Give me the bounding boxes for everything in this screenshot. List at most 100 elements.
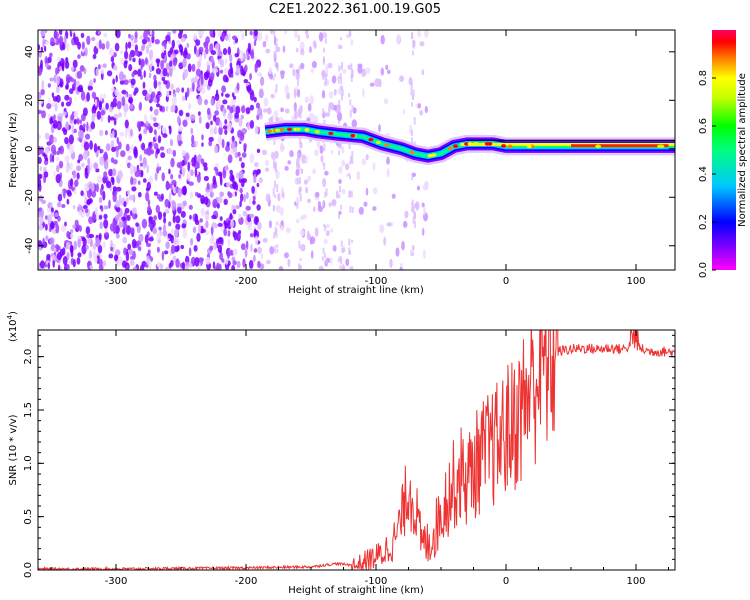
track-peak: [267, 129, 272, 134]
noise-speck: [57, 264, 61, 270]
noise-speck: [365, 187, 369, 196]
noise-speck: [70, 229, 74, 234]
noise-speck: [245, 240, 249, 250]
noise-speck: [315, 191, 320, 198]
noise-speck: [82, 107, 88, 117]
noise-speck: [156, 103, 161, 108]
noise-speck: [131, 186, 137, 192]
noise-speck: [62, 247, 66, 256]
noise-speck: [53, 136, 57, 143]
noise-speck: [143, 70, 146, 78]
noise-speck: [195, 192, 199, 197]
noise-speck: [59, 145, 65, 155]
noise-speck: [64, 221, 67, 227]
noise-speck: [140, 74, 143, 80]
noise-speck: [108, 199, 111, 209]
snr-xlabel: Height of straight line (km): [288, 585, 424, 596]
noise-speck: [215, 117, 221, 126]
noise-speck: [121, 260, 128, 268]
noise-speck: [65, 241, 71, 250]
noise-streak: [339, 45, 342, 49]
noise-speck: [391, 193, 396, 199]
noise-speck: [305, 155, 308, 164]
noise-streak: [323, 119, 326, 126]
noise-speck: [171, 39, 175, 49]
y-tick-label: 0.5: [23, 509, 34, 525]
noise-speck: [289, 63, 294, 69]
noise-speck: [66, 230, 70, 239]
noise-speck: [181, 223, 187, 229]
noise-speck: [43, 171, 49, 178]
noise-streak: [274, 194, 277, 198]
noise-speck: [50, 222, 55, 230]
noise-speck: [104, 232, 109, 237]
noise-speck: [284, 165, 289, 171]
noise-speck: [94, 98, 98, 107]
noise-speck: [38, 67, 43, 76]
snr-line: [38, 330, 675, 570]
noise-speck: [184, 266, 190, 270]
track-peak: [464, 142, 470, 146]
noise-streak: [325, 258, 328, 266]
noise-speck: [48, 98, 51, 103]
noise-speck: [173, 228, 179, 238]
noise-speck: [197, 154, 202, 162]
noise-speck: [419, 41, 425, 47]
noise-speck: [143, 30, 148, 40]
y-tick-label: -40: [24, 238, 35, 254]
noise-speck: [297, 88, 301, 98]
track-peak: [507, 144, 513, 149]
noise-speck: [63, 190, 66, 199]
noise-speck: [73, 32, 76, 41]
noise-speck: [216, 202, 220, 209]
noise-speck: [139, 162, 143, 167]
noise-speck: [147, 199, 151, 206]
noise-speck: [146, 242, 152, 248]
noise-speck: [90, 121, 96, 130]
noise-speck: [240, 65, 244, 76]
noise-speck: [273, 35, 277, 46]
noise-speck: [309, 237, 313, 245]
noise-speck: [156, 194, 162, 200]
noise-speck: [49, 77, 55, 82]
noise-speck: [245, 192, 249, 200]
noise-speck: [246, 84, 252, 93]
noise-speck: [105, 143, 111, 152]
noise-speck: [116, 136, 120, 145]
noise-speck: [156, 232, 161, 240]
noise-speck: [222, 125, 228, 130]
noise-speck: [222, 48, 228, 56]
spectrogram-ylabel: Frequency (Hz): [8, 112, 19, 188]
noise-speck: [300, 168, 304, 175]
noise-speck: [224, 129, 228, 135]
noise-speck: [175, 87, 180, 93]
noise-speck: [129, 259, 135, 267]
noise-speck: [235, 205, 241, 209]
noise-speck: [102, 241, 106, 249]
track-peak: [659, 144, 665, 149]
noise-speck: [264, 159, 270, 166]
noise-speck: [181, 87, 185, 93]
noise-speck: [64, 60, 70, 69]
noise-speck: [186, 42, 190, 48]
noise-speck: [134, 49, 139, 56]
noise-speck: [316, 140, 321, 148]
noise-speck: [275, 46, 281, 53]
noise-speck: [170, 157, 175, 168]
noise-speck: [180, 37, 186, 43]
noise-speck: [127, 243, 132, 250]
noise-speck: [179, 44, 184, 54]
noise-speck: [189, 191, 193, 199]
noise-speck: [396, 34, 401, 44]
noise-speck: [63, 128, 68, 135]
noise-speck: [72, 205, 76, 210]
colorbar-tick-label: 0.0: [698, 262, 709, 278]
noise-speck: [249, 91, 255, 101]
noise-speck: [118, 221, 124, 228]
noise-streak: [339, 185, 341, 193]
noise-streak: [323, 143, 326, 152]
noise-speck: [347, 64, 352, 70]
noise-speck: [260, 252, 264, 260]
noise-speck: [71, 30, 75, 34]
noise-streak: [297, 79, 299, 87]
